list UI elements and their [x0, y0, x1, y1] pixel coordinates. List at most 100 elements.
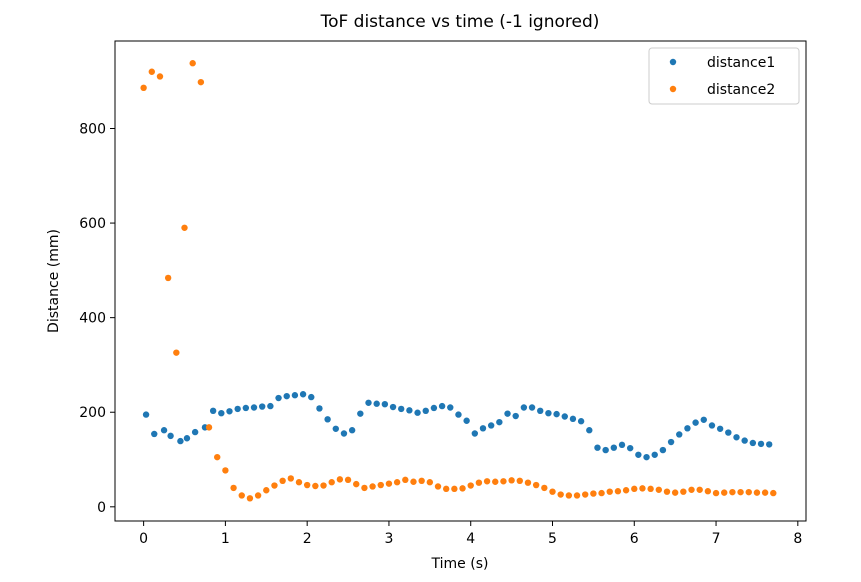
distance2-point — [598, 489, 605, 497]
distance1-point — [667, 438, 675, 446]
distance2-point — [688, 486, 695, 493]
distance1-point — [651, 451, 658, 458]
distance2-point — [393, 479, 401, 486]
distance2-point — [508, 477, 515, 484]
y-axis: 0 200 400 600 800 — [79, 121, 115, 516]
distance2-point — [557, 491, 564, 498]
distance1-point — [414, 409, 421, 416]
distance1-point — [725, 429, 732, 436]
x-tick-label: 4 — [466, 531, 475, 547]
distance1-point — [692, 419, 699, 426]
distance2-point — [197, 78, 205, 86]
distance2-point — [573, 492, 581, 499]
distance2-point — [541, 484, 548, 492]
distance1-point — [487, 422, 495, 429]
x-tick-label: 5 — [548, 531, 557, 547]
distance1-point — [183, 435, 191, 442]
distance2-point — [148, 68, 155, 75]
distance2-point — [582, 491, 589, 498]
distance1-point — [757, 440, 765, 448]
distance2-point — [369, 483, 376, 490]
distance1-point — [766, 441, 773, 448]
chart-title: ToF distance vs time (-1 ignored) — [320, 12, 600, 32]
distance1-point — [684, 425, 691, 432]
distance2-point — [164, 274, 172, 282]
distance2-point — [140, 84, 147, 92]
distance2-point — [312, 482, 319, 490]
distance1-point — [602, 446, 609, 454]
y-axis-label: Distance (mm) — [46, 229, 62, 333]
distance2-point — [426, 479, 434, 486]
distance2-point — [271, 482, 278, 489]
distance1-point — [299, 391, 307, 398]
distance2-point — [434, 483, 442, 490]
distance2-point — [761, 489, 769, 496]
distance2-point — [402, 476, 409, 484]
distance1-point — [479, 425, 487, 432]
distance1-point — [708, 422, 716, 429]
distance2-point — [205, 424, 213, 431]
distance1-point — [291, 392, 299, 399]
distance2-point — [516, 477, 523, 485]
distance1-point — [167, 432, 174, 440]
distance1-point — [422, 407, 429, 415]
distance2-point — [442, 485, 450, 493]
distance1-point — [160, 427, 168, 434]
distance2-point — [663, 488, 671, 495]
distance1-point — [496, 418, 503, 426]
distance2-point — [622, 487, 630, 494]
x-tick-label: 2 — [303, 531, 312, 547]
legend-marker-distance2 — [669, 85, 677, 93]
distance2-point — [254, 492, 262, 499]
distance1-point — [512, 412, 519, 420]
distance2-point — [173, 349, 180, 356]
distance2-point — [549, 488, 556, 495]
x-axis: 0 1 2 3 4 5 6 7 8 — [139, 521, 802, 547]
distance2-point — [524, 479, 532, 486]
distance1-point — [577, 418, 585, 425]
distance1-point — [357, 410, 364, 417]
distance1-point — [398, 405, 405, 413]
distance1-point — [545, 409, 552, 417]
distance2-point — [671, 489, 679, 496]
distance2-point — [770, 489, 777, 497]
distance1-point — [749, 439, 757, 447]
distance1-point — [438, 402, 446, 410]
y-tick-label: 800 — [79, 121, 106, 137]
distance2-point — [565, 492, 573, 499]
distance1-point — [389, 403, 397, 411]
distance1-point — [250, 404, 258, 411]
distance1-point — [447, 404, 454, 411]
distance1-point — [520, 404, 528, 411]
distance1-point — [553, 410, 560, 418]
distance1-point — [316, 405, 323, 412]
distance1-point — [643, 453, 650, 461]
distance2-point — [238, 492, 245, 499]
x-tick-label: 7 — [712, 531, 721, 547]
distance2-point — [246, 495, 254, 502]
distance1-point — [700, 416, 707, 423]
distance1-point — [218, 409, 225, 417]
distance2-point — [344, 476, 352, 484]
distance1-point — [471, 430, 479, 437]
distance1-point — [142, 411, 150, 418]
distance2-point — [492, 478, 499, 485]
distance1-point — [733, 434, 740, 441]
distance2-point — [614, 488, 622, 495]
distance1-point — [659, 446, 667, 454]
distance1-point — [373, 400, 380, 407]
distance2-point — [295, 479, 303, 486]
distance2-point — [320, 482, 327, 489]
legend: distance1 distance2 — [648, 47, 800, 105]
distance2-point — [418, 477, 425, 485]
distance2-point — [753, 489, 761, 496]
series-distance1 — [142, 391, 773, 461]
x-axis-label: Time (s) — [431, 556, 489, 572]
distance2-point — [181, 224, 188, 231]
distance1-point — [332, 425, 339, 432]
distance2-point — [737, 488, 744, 496]
distance2-point — [303, 481, 311, 489]
distance1-point — [151, 430, 158, 438]
distance2-point — [475, 479, 483, 486]
distance1-point — [528, 404, 536, 411]
